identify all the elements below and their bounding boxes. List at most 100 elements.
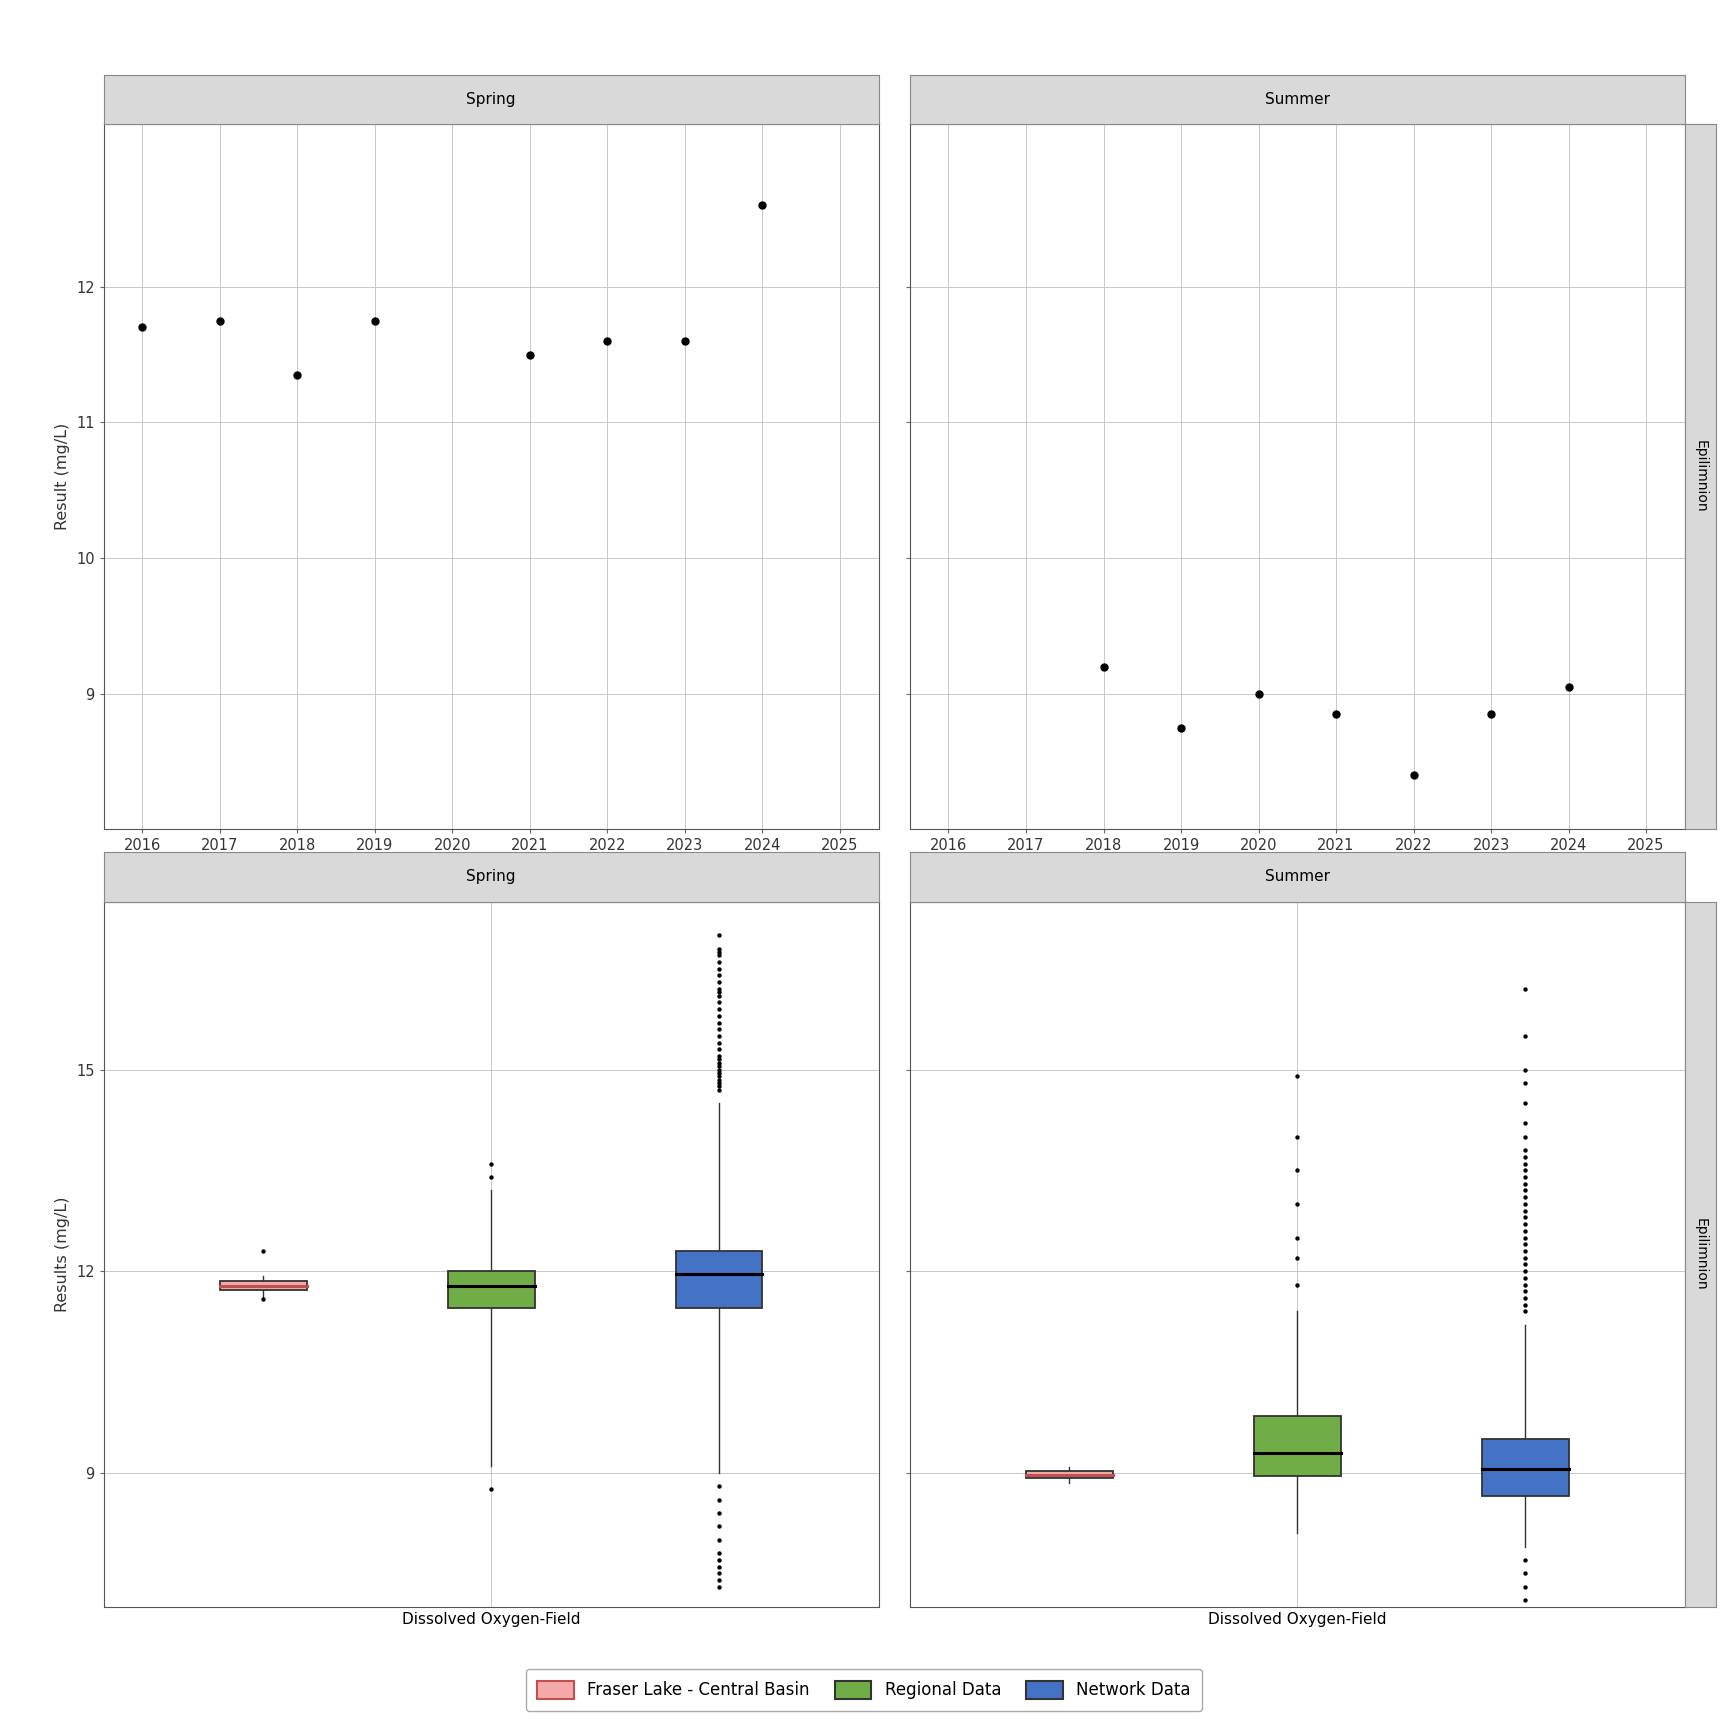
Bar <box>1255 1415 1341 1476</box>
Point <box>705 975 733 1002</box>
Point <box>1512 1560 1540 1588</box>
Point <box>1512 1156 1540 1184</box>
Point <box>1512 1244 1540 1272</box>
Point <box>705 1526 733 1553</box>
Point <box>1512 1277 1540 1305</box>
Point <box>1090 653 1118 681</box>
Point <box>670 327 698 354</box>
Point <box>705 1052 733 1080</box>
Point <box>1555 674 1583 702</box>
Point <box>1284 1244 1312 1272</box>
Point <box>477 1476 505 1503</box>
Y-axis label: Results (mg/L): Results (mg/L) <box>55 1196 71 1312</box>
Point <box>705 1566 733 1593</box>
Point <box>128 314 156 342</box>
Point <box>1512 1089 1540 1116</box>
Point <box>705 995 733 1023</box>
Point <box>1512 1137 1540 1165</box>
Point <box>705 956 733 983</box>
Point <box>705 1045 733 1073</box>
Legend: Fraser Lake - Central Basin, Regional Data, Network Data: Fraser Lake - Central Basin, Regional Da… <box>525 1669 1203 1711</box>
Point <box>1512 975 1540 1002</box>
Point <box>1322 700 1350 727</box>
Point <box>1284 1156 1312 1184</box>
Point <box>705 1016 733 1044</box>
Point <box>1512 1263 1540 1291</box>
Point <box>705 988 733 1016</box>
Text: Comparison with Network Data: Comparison with Network Data <box>104 869 569 895</box>
Point <box>705 1023 733 1051</box>
Point <box>705 1486 733 1514</box>
Point <box>1512 1291 1540 1318</box>
Bar <box>448 1272 534 1308</box>
Point <box>705 1049 733 1077</box>
Point <box>1166 714 1194 741</box>
Bar <box>1483 1439 1569 1496</box>
Point <box>1512 1070 1540 1097</box>
Point <box>1512 1230 1540 1258</box>
Point <box>1512 1203 1540 1230</box>
Point <box>1512 1298 1540 1325</box>
Point <box>1477 700 1505 727</box>
Point <box>1512 1170 1540 1198</box>
Point <box>1284 1270 1312 1298</box>
Point <box>1284 1123 1312 1151</box>
Point <box>1284 1191 1312 1218</box>
Point <box>705 1540 733 1567</box>
Bar <box>219 1280 306 1289</box>
Point <box>705 978 733 1006</box>
Point <box>705 949 733 976</box>
Point <box>1512 1184 1540 1211</box>
Point <box>705 1066 733 1094</box>
Point <box>705 1572 733 1600</box>
Point <box>1512 1198 1540 1225</box>
Point <box>705 935 733 962</box>
Point <box>1512 1284 1540 1312</box>
Point <box>1284 1223 1312 1251</box>
Bar <box>1026 1471 1113 1477</box>
Point <box>705 1056 733 1083</box>
Point <box>705 1035 733 1063</box>
Point <box>705 921 733 949</box>
Point <box>1512 1056 1540 1083</box>
Point <box>1512 1142 1540 1170</box>
Point <box>705 1512 733 1540</box>
Point <box>705 1070 733 1097</box>
Point <box>1512 1210 1540 1237</box>
Point <box>705 1002 733 1030</box>
Point <box>249 1286 276 1313</box>
Point <box>1512 1149 1540 1177</box>
Point <box>705 938 733 966</box>
Point <box>705 1500 733 1528</box>
Point <box>477 1149 505 1177</box>
Point <box>705 1059 733 1087</box>
Point <box>1512 1572 1540 1600</box>
Point <box>1512 1217 1540 1244</box>
Point <box>1512 1258 1540 1286</box>
Point <box>594 327 622 354</box>
Point <box>1512 1251 1540 1279</box>
Point <box>1512 1191 1540 1218</box>
Point <box>1512 1600 1540 1628</box>
Point <box>361 308 389 335</box>
Point <box>517 340 544 368</box>
Point <box>249 1237 276 1265</box>
Point <box>705 942 733 969</box>
Point <box>705 1472 733 1500</box>
Point <box>1244 679 1272 707</box>
Point <box>705 1553 733 1581</box>
Point <box>748 192 776 219</box>
Point <box>705 1063 733 1090</box>
Bar <box>676 1251 762 1308</box>
Point <box>705 1042 733 1070</box>
Point <box>1512 1023 1540 1051</box>
Point <box>1512 1237 1540 1265</box>
Point <box>705 1028 733 1056</box>
Point <box>705 1073 733 1101</box>
Point <box>1512 1270 1540 1298</box>
Point <box>705 1009 733 1037</box>
Point <box>1512 1123 1540 1151</box>
Point <box>705 1077 733 1104</box>
Point <box>705 1560 733 1588</box>
Point <box>1512 1586 1540 1614</box>
